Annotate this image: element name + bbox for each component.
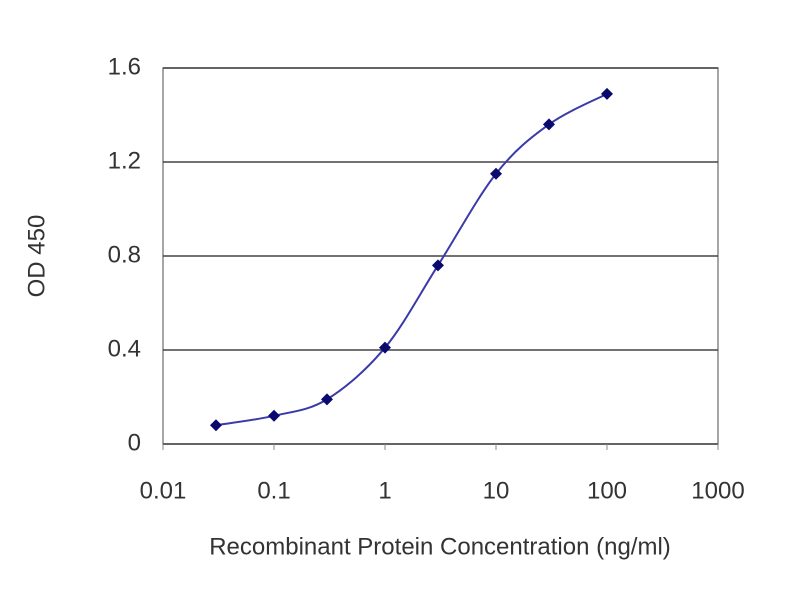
x-tick-label: 100: [587, 477, 627, 504]
marker: [431, 259, 444, 272]
marker: [320, 393, 333, 406]
y-tick-label: 1.6: [108, 53, 141, 80]
y-axis-label: OD 450: [23, 215, 50, 298]
x-tick-label: 10: [483, 477, 510, 504]
y-tick-label: 0.8: [108, 241, 141, 268]
x-tick-label: 0.01: [140, 477, 187, 504]
marker: [209, 419, 222, 432]
marker: [268, 409, 280, 422]
line: [215, 92, 608, 427]
marker: [542, 118, 555, 131]
x-tick-label: 1: [378, 477, 391, 504]
x-tick-label: 0.1: [257, 477, 290, 504]
x-axis-label: Recombinant Protein Concentration (ng/ml…: [209, 533, 671, 560]
marker: [490, 167, 502, 180]
y-tick-label: 1.2: [108, 147, 141, 174]
y-tick-label: 0.4: [108, 335, 141, 362]
y-tick-label: 0: [128, 429, 141, 456]
marker: [379, 341, 391, 354]
x-tick-label: 1000: [691, 477, 744, 504]
marker: [601, 87, 613, 100]
